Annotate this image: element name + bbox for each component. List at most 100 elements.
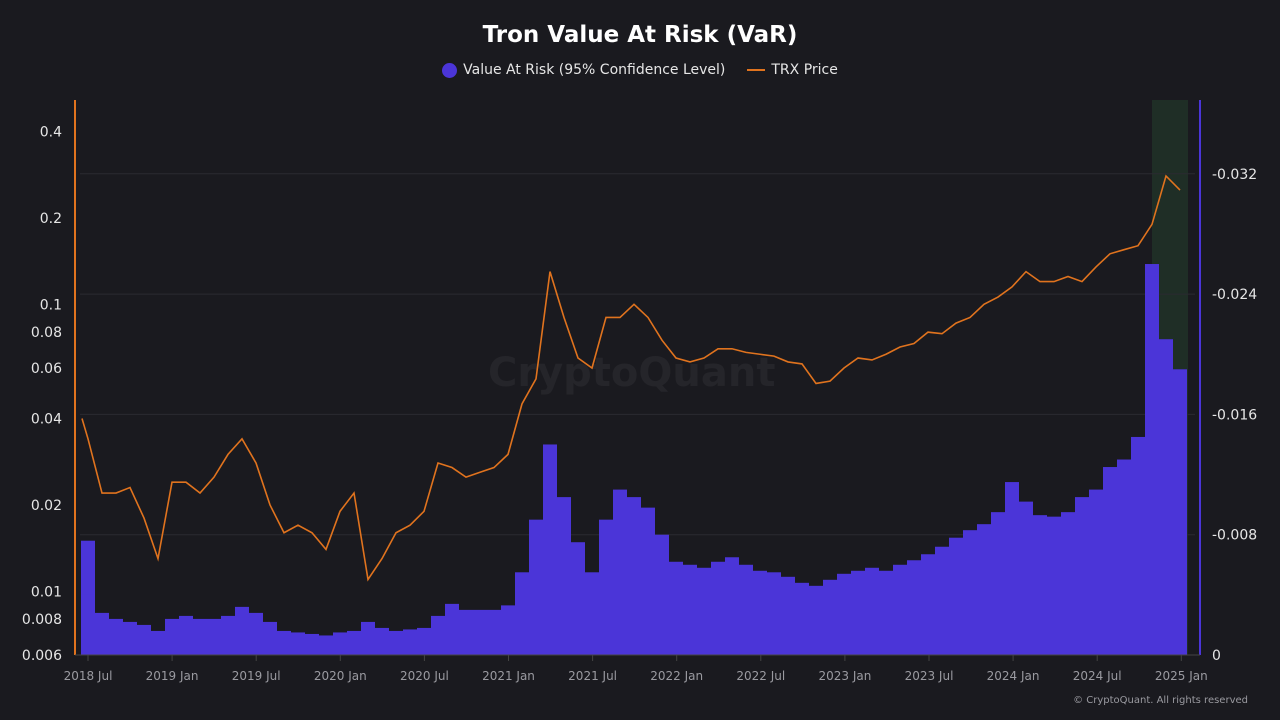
var-bar bbox=[305, 633, 319, 655]
var-bar bbox=[921, 554, 935, 655]
var-bar bbox=[599, 519, 613, 655]
x-tick-label: 2019 Jan bbox=[146, 669, 199, 683]
right-tick-label: -0.008 bbox=[1212, 528, 1257, 544]
var-bar bbox=[1047, 516, 1061, 655]
var-bar bbox=[151, 630, 165, 655]
var-bar bbox=[1033, 515, 1047, 655]
var-bar bbox=[809, 585, 823, 655]
x-tick-label: 2019 Jul bbox=[232, 669, 281, 683]
var-bar bbox=[1117, 459, 1131, 655]
var-bar bbox=[459, 609, 473, 655]
credit: © CryptoQuant. All rights reserved bbox=[1073, 695, 1248, 706]
legend-label-var: Value At Risk (95% Confidence Level) bbox=[463, 62, 726, 78]
var-bar bbox=[893, 564, 907, 655]
legend-item-price[interactable]: TRX Price bbox=[747, 62, 838, 78]
left-tick-label: 0.02 bbox=[31, 498, 62, 514]
var-bar bbox=[641, 507, 655, 655]
x-tick-label: 2025 Jan bbox=[1155, 669, 1208, 683]
x-tick-label: 2021 Jul bbox=[568, 669, 617, 683]
var-bar bbox=[655, 534, 669, 655]
var-bar bbox=[165, 618, 179, 655]
x-tick-label: 2023 Jan bbox=[818, 669, 871, 683]
var-bar bbox=[865, 567, 879, 655]
var-bar bbox=[207, 618, 221, 655]
var-bar bbox=[263, 621, 277, 655]
var-bar bbox=[473, 609, 487, 655]
right-tick-label: 0 bbox=[1212, 648, 1221, 664]
var-bar bbox=[347, 630, 361, 655]
left-tick-label: 0.006 bbox=[22, 648, 62, 664]
var-bar bbox=[725, 557, 739, 655]
var-bar bbox=[613, 489, 627, 655]
x-tick-label: 2022 Jul bbox=[736, 669, 785, 683]
var-bar bbox=[1061, 512, 1075, 655]
legend-line-icon bbox=[747, 69, 766, 71]
var-bar bbox=[1019, 501, 1033, 655]
var-bar bbox=[319, 635, 333, 655]
legend-label-price: TRX Price bbox=[771, 62, 838, 78]
left-tick-label: 0.2 bbox=[40, 211, 62, 227]
x-tick-label: 2024 Jul bbox=[1073, 669, 1122, 683]
var-bar bbox=[627, 497, 641, 655]
var-bar bbox=[1145, 264, 1159, 655]
left-tick-label: 0.008 bbox=[22, 612, 62, 628]
var-bar bbox=[193, 618, 207, 655]
var-bar bbox=[991, 512, 1005, 655]
left-tick-label: 0.01 bbox=[31, 584, 62, 600]
legend-dot-icon bbox=[442, 62, 458, 78]
var-bar bbox=[767, 572, 781, 655]
var-bar bbox=[403, 629, 417, 655]
x-tick-label: 2020 Jul bbox=[400, 669, 449, 683]
var-bar bbox=[123, 621, 137, 655]
var-bar bbox=[1089, 489, 1103, 655]
var-bar bbox=[823, 579, 837, 655]
var-bar bbox=[1075, 497, 1089, 655]
var-bar bbox=[1131, 436, 1145, 655]
var-bar bbox=[711, 561, 725, 655]
var-bar bbox=[557, 497, 571, 655]
var-bar bbox=[795, 582, 809, 655]
var-bar bbox=[445, 603, 459, 655]
var-bar bbox=[543, 444, 557, 655]
var-bar bbox=[935, 546, 949, 655]
x-tick-label: 2020 Jan bbox=[314, 669, 367, 683]
var-bar bbox=[697, 567, 711, 655]
var-bar bbox=[515, 572, 529, 655]
legend-item-var[interactable]: Value At Risk (95% Confidence Level) bbox=[442, 62, 725, 78]
var-bar bbox=[417, 627, 431, 655]
left-tick-label: 0.4 bbox=[40, 125, 62, 141]
x-tick-label: 2022 Jan bbox=[650, 669, 703, 683]
left-tick-label: 0.04 bbox=[31, 412, 62, 428]
x-tick-label: 2023 Jul bbox=[905, 669, 954, 683]
var-bar bbox=[137, 624, 151, 655]
legend: Value At Risk (95% Confidence Level) TRX… bbox=[0, 62, 1280, 78]
var-bar bbox=[1173, 369, 1187, 655]
var-bar bbox=[501, 605, 515, 655]
x-tick-label: 2018 Jul bbox=[64, 669, 113, 683]
var-bar bbox=[375, 627, 389, 655]
left-tick-label: 0.08 bbox=[31, 325, 62, 341]
var-bar bbox=[1005, 482, 1019, 655]
var-bar bbox=[529, 519, 543, 655]
var-bar bbox=[837, 573, 851, 655]
var-bar bbox=[109, 618, 123, 655]
var-bar bbox=[249, 612, 263, 655]
var-bar bbox=[221, 615, 235, 655]
var-bar bbox=[949, 537, 963, 655]
x-tick-label: 2024 Jan bbox=[987, 669, 1040, 683]
var-bar bbox=[1159, 339, 1173, 655]
var-bar bbox=[585, 572, 599, 655]
var-bar bbox=[781, 576, 795, 655]
var-bar bbox=[753, 570, 767, 655]
var-bar bbox=[907, 560, 921, 655]
var-bar bbox=[851, 570, 865, 655]
var-bar bbox=[95, 612, 109, 655]
var-bar bbox=[571, 542, 585, 655]
chart-title: Tron Value At Risk (VaR) bbox=[482, 22, 798, 48]
var-bar bbox=[291, 632, 305, 655]
var-bar bbox=[389, 630, 403, 655]
right-tick-label: -0.016 bbox=[1212, 407, 1257, 423]
var-bar bbox=[81, 594, 95, 655]
var-bar bbox=[235, 606, 249, 655]
